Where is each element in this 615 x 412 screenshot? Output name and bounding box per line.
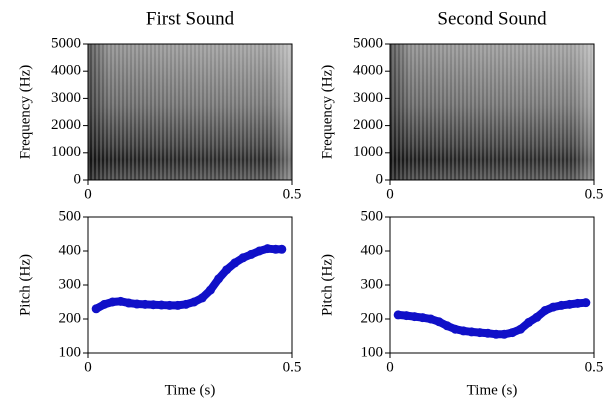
chart-title: Second Sound <box>437 8 547 29</box>
y-tick-label: 4000 <box>51 63 81 79</box>
pitch-point <box>581 298 591 308</box>
pitch-point <box>426 314 436 324</box>
y-tick-label: 500 <box>59 208 82 224</box>
y-axis-label: Pitch (Hz) <box>319 254 335 316</box>
pitch-point <box>393 310 403 320</box>
pitch-point <box>401 311 411 321</box>
y-tick-label: 200 <box>59 310 82 326</box>
y-tick-label: 300 <box>59 276 82 292</box>
y-tick-label: 400 <box>361 242 384 258</box>
pitch-point <box>132 299 142 309</box>
y-tick-label: 2000 <box>353 117 383 133</box>
y-tick-label: 500 <box>361 208 384 224</box>
pitch-point <box>532 312 542 322</box>
x-tick-label: 0 <box>84 359 92 375</box>
y-tick-label: 400 <box>59 242 82 258</box>
x-tick-label: 0.5 <box>283 359 302 375</box>
y-tick-label: 4000 <box>353 63 383 79</box>
y-tick-label: 1000 <box>353 144 383 160</box>
pitch-point <box>573 298 583 308</box>
pitch-point <box>524 317 534 327</box>
pitch-point <box>540 306 550 315</box>
pitch-point <box>263 244 273 254</box>
pitch-point <box>565 299 575 309</box>
y-tick-label: 100 <box>59 344 82 360</box>
pitch-point <box>475 328 485 338</box>
pitch-point <box>491 329 501 339</box>
y-tick-label: 100 <box>361 344 384 360</box>
pitch-point <box>254 246 264 256</box>
pitch-point <box>450 324 460 334</box>
pitch-point <box>238 253 248 263</box>
chart-title: First Sound <box>146 8 235 29</box>
pitch-point <box>230 258 240 268</box>
pitch-point <box>516 324 526 334</box>
pitch-point <box>246 249 256 259</box>
pitch-point <box>197 293 207 303</box>
pitch-point <box>277 244 287 254</box>
pitch-point <box>189 297 199 307</box>
y-tick-label: 2000 <box>51 117 81 133</box>
y-tick-label: 5000 <box>353 35 383 51</box>
pitch-point <box>116 296 126 306</box>
x-tick-label: 0 <box>386 359 394 375</box>
y-axis-label: Pitch (Hz) <box>17 254 33 316</box>
pitch-point <box>222 265 232 275</box>
y-tick-label: 1000 <box>51 144 81 160</box>
pitch-point <box>99 299 109 309</box>
y-tick-label: 0 <box>376 171 384 187</box>
pitch-point <box>507 328 517 338</box>
y-tick-label: 5000 <box>51 35 81 51</box>
pitch-point <box>458 326 468 336</box>
pitch-point <box>409 312 419 322</box>
y-tick-label: 0 <box>74 171 82 187</box>
pitch-point <box>107 297 117 307</box>
y-tick-label: 3000 <box>51 90 81 106</box>
pitch-point <box>434 317 444 327</box>
x-tick-label: 0 <box>84 186 92 202</box>
pitch-point <box>124 298 134 308</box>
x-axis-label: Time (s) <box>467 382 518 398</box>
pitch-point <box>483 328 493 338</box>
axes-frame <box>87 43 293 181</box>
y-tick-label: 300 <box>361 276 384 292</box>
y-axis-label: Frequency (Hz) <box>319 65 335 160</box>
x-tick-label: 0.5 <box>585 186 604 202</box>
pitch-point <box>548 302 558 312</box>
pitch-point <box>165 300 175 310</box>
pitch-point <box>148 300 158 310</box>
y-tick-label: 200 <box>361 310 384 326</box>
pitch-point <box>556 300 566 310</box>
axes-frame <box>87 216 293 354</box>
y-axis-label: Frequency (Hz) <box>17 65 33 160</box>
x-tick-label: 0.5 <box>585 359 604 375</box>
spectrogram-texture <box>390 44 594 180</box>
pitch-point <box>418 313 428 323</box>
y-tick-label: 3000 <box>353 90 383 106</box>
pitch-point <box>181 299 191 309</box>
pitch-point <box>467 327 477 337</box>
x-axis-label: Time (s) <box>165 382 216 398</box>
pitch-point <box>214 274 224 284</box>
pitch-point <box>91 304 101 314</box>
pitch-point <box>442 321 452 331</box>
spectrogram-texture <box>88 44 292 180</box>
pitch-point <box>173 300 183 310</box>
pitch-point <box>156 300 166 310</box>
x-tick-label: 0.5 <box>283 186 302 202</box>
pitch-point <box>140 299 150 309</box>
pitch-point <box>205 285 215 295</box>
x-tick-label: 0 <box>386 186 394 202</box>
pitch-point <box>499 329 509 339</box>
axes-frame <box>389 43 595 181</box>
